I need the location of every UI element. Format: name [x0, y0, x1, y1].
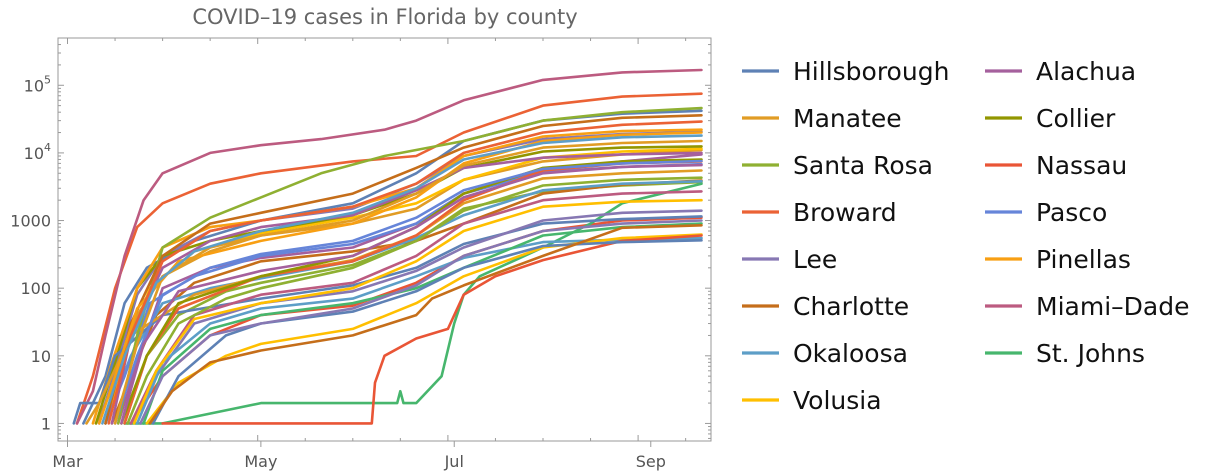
legend-label: Broward: [793, 198, 897, 227]
legend-item-manatee: Manatee: [742, 104, 902, 133]
legend-label: Volusia: [793, 386, 882, 415]
series-line-33: [107, 120, 703, 425]
legend-item-collier: Collier: [985, 104, 1116, 133]
legend-item-broward: Broward: [742, 198, 897, 227]
series-line-20: [104, 114, 703, 425]
series-line-34: [139, 219, 703, 425]
legend-label: Okaloosa: [793, 339, 908, 368]
axis-ticks: [58, 37, 711, 447]
series-line-25: [161, 234, 703, 425]
series-line-broward: [75, 92, 703, 425]
legend-item-miami-dade: Miami–Dade: [985, 292, 1189, 321]
axis-labels: 1 10 100 1000 104 105 Mar May Jul Sep: [10, 73, 666, 471]
plot-frame: [57, 37, 712, 442]
series-line-31: [113, 139, 703, 425]
series-line-st-johns: [123, 182, 703, 425]
legend-label: Nassau: [1036, 151, 1127, 180]
legend-label: Miami–Dade: [1036, 292, 1189, 321]
legend-item-alachua: Alachua: [985, 57, 1136, 86]
y-tick-label: 100: [20, 279, 51, 298]
legend-label: Lee: [793, 245, 837, 274]
series-line-29: [142, 222, 703, 425]
legend-label: Pasco: [1036, 198, 1107, 227]
y-tick-label: 10: [31, 347, 51, 366]
series-line-36: [101, 134, 703, 425]
series-line-26: [113, 159, 703, 425]
series-line-30: [151, 239, 703, 425]
y-tick-label: 1: [41, 414, 51, 433]
series-line-collier: [94, 145, 703, 425]
series-line-miami-dade: [75, 68, 703, 425]
legend-item-volusia: Volusia: [742, 386, 882, 415]
series-line-37: [132, 198, 703, 425]
series-line-35: [148, 224, 703, 425]
x-tick-label: Sep: [636, 452, 666, 471]
series-line-19: [129, 209, 703, 425]
chart-title: COVID–19 cases in Florida by county: [192, 5, 577, 29]
legend-item-pasco: Pasco: [985, 198, 1107, 227]
legend-item-hillsborough: Hillsborough: [742, 57, 949, 86]
legend-label: Manatee: [793, 104, 902, 133]
y-tick-label: 104: [24, 141, 51, 163]
legend: Hillsborough Manatee Santa Rosa Broward Lee C…: [742, 57, 1189, 415]
legend-item-lee: Lee: [742, 245, 837, 274]
legend-item-nassau: Nassau: [985, 151, 1127, 180]
x-tick-label: May: [244, 452, 277, 471]
x-tick-label: Mar: [52, 452, 83, 471]
legend-label: St. Johns: [1036, 339, 1145, 368]
legend-label: Alachua: [1036, 57, 1136, 86]
legend-item-charlotte: Charlotte: [742, 292, 909, 321]
legend-label: Collier: [1036, 104, 1116, 133]
y-tick-label: 1000: [10, 212, 51, 231]
legend-item-okaloosa: Okaloosa: [742, 339, 908, 368]
series-line-27: [97, 131, 703, 425]
legend-item-st-johns: St. Johns: [985, 339, 1145, 368]
series-line-38: [120, 163, 703, 425]
legend-label: Santa Rosa: [793, 151, 933, 180]
y-tick-label: 105: [24, 73, 51, 95]
legend-label: Pinellas: [1036, 245, 1131, 274]
x-tick-label: Jul: [444, 452, 464, 471]
legend-item-santa-rosa: Santa Rosa: [742, 151, 933, 180]
plot-lines: [72, 68, 703, 425]
series-line-charlotte: [110, 179, 703, 425]
series-line-32: [126, 176, 703, 425]
legend-label: Hillsborough: [793, 57, 949, 86]
series-line-15: [72, 215, 703, 425]
legend-label: Charlotte: [793, 292, 909, 321]
legend-item-pinellas: Pinellas: [985, 245, 1131, 274]
